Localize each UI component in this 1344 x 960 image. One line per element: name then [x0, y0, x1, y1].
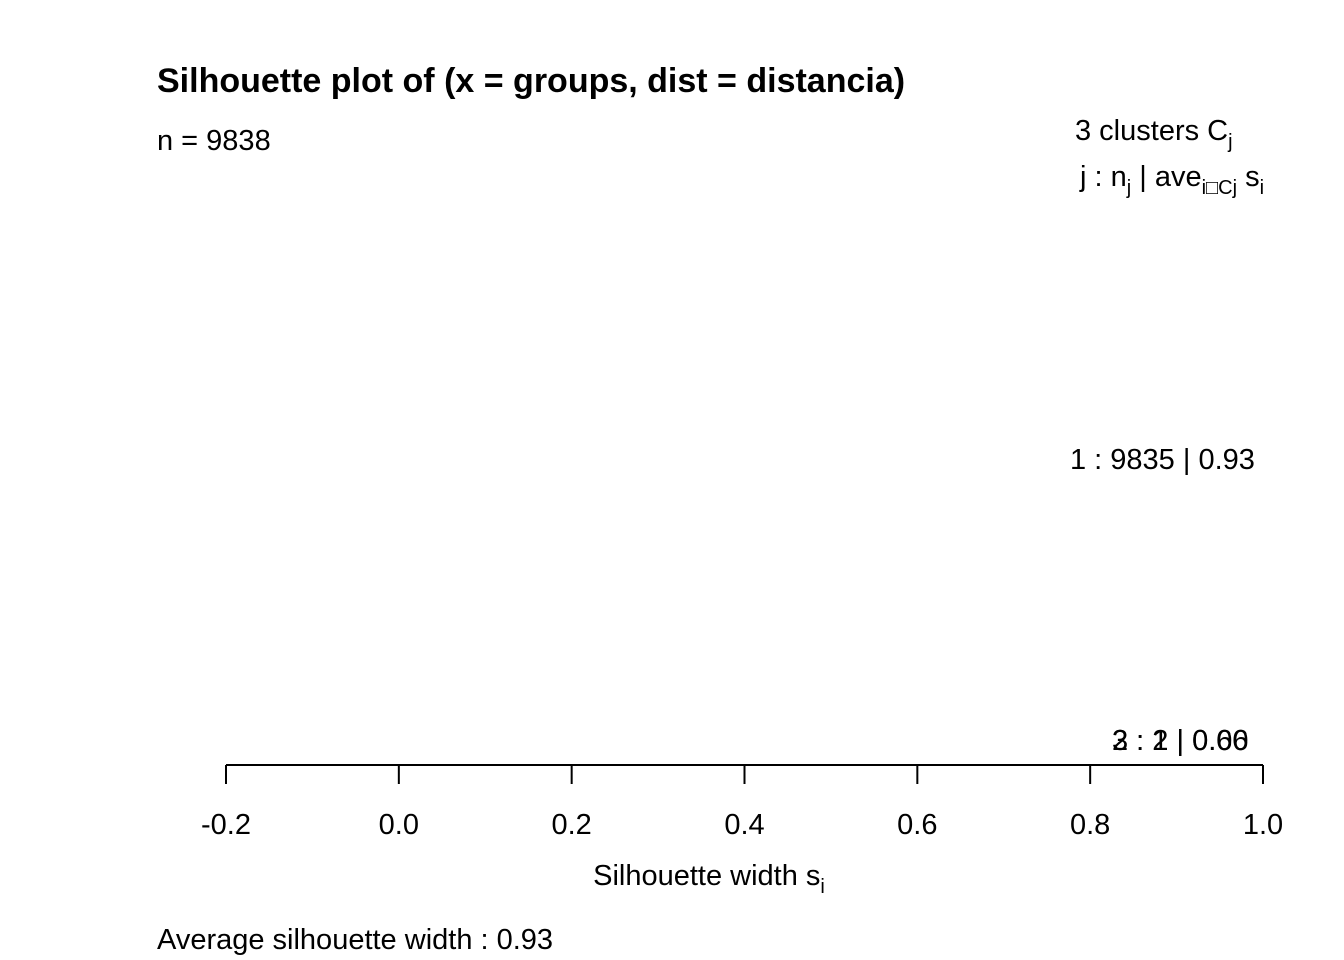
- cluster-3-label: 3 : 1 | 0.00: [1112, 725, 1249, 757]
- x-tick-label: 0.4: [724, 809, 764, 841]
- x-axis: -0.2 0.0 0.2 0.4 0.6 0.8 1.0: [201, 764, 1283, 841]
- cluster-1-label: 1 : 9835 | 0.93: [1070, 444, 1255, 476]
- x-tick-label: 0.0: [379, 809, 419, 841]
- chart-subtitle: n = 9838: [157, 125, 271, 157]
- x-tick-label: -0.2: [201, 809, 251, 841]
- x-tick-label: 0.8: [1070, 809, 1110, 841]
- legend-header-line2: j : nj | avei□Cj si: [1079, 161, 1264, 199]
- chart-title: Silhouette plot of (x = groups, dist = d…: [157, 62, 905, 100]
- legend-header-line1: 3 clusters Cj: [1075, 115, 1233, 153]
- x-tick-label: 1.0: [1243, 809, 1283, 841]
- x-tick-label: 0.2: [552, 809, 592, 841]
- cluster-2-label: 2 : 2 | 0.66: [1112, 725, 1249, 757]
- x-tick-label: 0.6: [897, 809, 937, 841]
- x-axis-label: Silhouette width si: [593, 860, 825, 898]
- average-silhouette-width: Average silhouette width : 0.93: [157, 924, 553, 956]
